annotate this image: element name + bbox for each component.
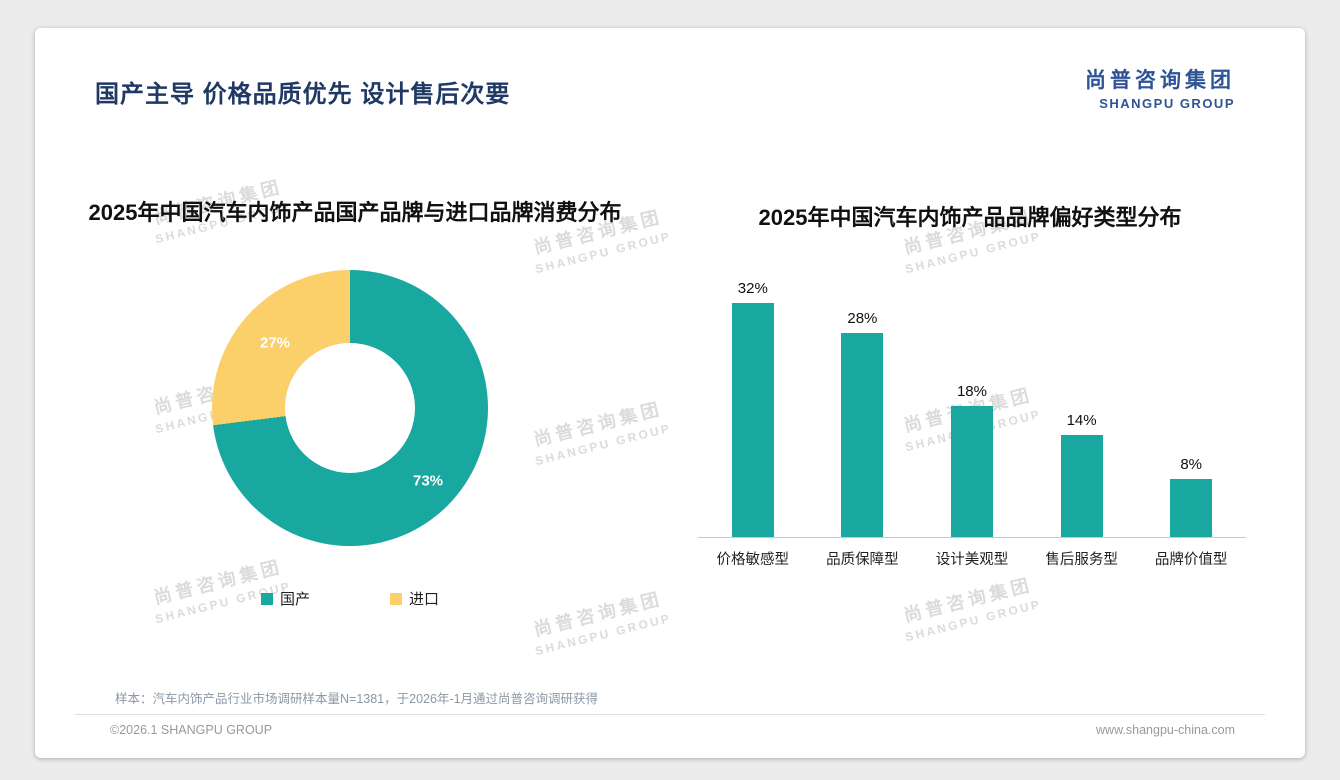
bar — [731, 303, 774, 537]
bar-value-label: 18% — [956, 383, 987, 400]
bar-category-label: 价格敏感型 — [716, 552, 790, 568]
sample-footnote: 样本：汽车内饰产品行业市场调研样本量N=1381，于2026年-1月通过尚普咨询… — [115, 692, 599, 706]
bar-categories: 价格敏感型 品质保障型 设计美观型 售后服务型 品牌价值型 — [698, 548, 1246, 569]
watermark-english: SHANGPU GROUP — [533, 228, 673, 277]
bar-value-label: 32% — [737, 280, 768, 297]
bar-plot: 32% 28% 18% 14% 8% — [698, 266, 1246, 538]
watermark-chinese: 尚普咨询集团 — [531, 398, 665, 450]
legend-item: 国产 — [260, 588, 310, 609]
bar-value-label: 14% — [1066, 412, 1097, 429]
watermark-english: SHANGPU GROUP — [533, 420, 673, 469]
donut-hole — [285, 343, 415, 473]
bar-column: 28% — [808, 310, 917, 537]
bar-value-label: 8% — [1180, 456, 1203, 473]
legend-item: 进口 — [390, 588, 439, 609]
bar-column: 18% — [917, 383, 1026, 537]
watermark-english: SHANGPU GROUP — [533, 610, 673, 659]
legend-swatch — [260, 592, 273, 605]
logo-english: SHANGPU GROUP — [1099, 96, 1235, 111]
bar-category-label: 售后服务型 — [1045, 552, 1118, 568]
footer-copyright: ©2026.1 SHANGPU GROUP — [110, 723, 273, 737]
footer-divider — [75, 714, 1265, 715]
bar — [1170, 479, 1213, 537]
legend-swatch — [390, 592, 402, 605]
bar-chart-title: 2025年中国汽车内饰产品品牌偏好类型分布 — [758, 205, 1182, 230]
bar-column: 32% — [698, 280, 807, 537]
logo-chinese: 尚普咨询集团 — [1085, 69, 1235, 92]
bar — [1060, 435, 1103, 537]
bar-category-label: 品牌价值型 — [1154, 552, 1228, 568]
legend-label: 国产 — [279, 591, 310, 608]
legend-label: 进口 — [409, 591, 440, 608]
slide-title: 国产主导 价格品质优先 设计售后次要 — [95, 81, 511, 108]
pie-legend: 国产 进口 — [172, 588, 528, 609]
bar — [950, 406, 993, 537]
bar-column: 8% — [1137, 456, 1246, 537]
donut-label-minor: 27% — [259, 334, 291, 352]
bar-column: 14% — [1027, 412, 1136, 537]
company-logo: 尚普咨询集团 SHANGPU GROUP — [1085, 64, 1235, 111]
footer-website: www.shangpu-china.com — [1096, 723, 1235, 737]
bar-category-label: 品质保障型 — [826, 552, 899, 568]
bar-category-label: 设计美观型 — [935, 552, 1009, 568]
slide-card: 尚普咨询集团 SHANGPU GROUP 尚普咨询集团 SHANGPU GROUP 尚普… — [35, 28, 1305, 758]
donut-chart: 73% 27% — [212, 270, 488, 546]
watermark-english: SHANGPU GROUP — [903, 596, 1043, 645]
watermark-chinese: 尚普咨询集团 — [901, 574, 1035, 626]
donut-label-major: 73% — [412, 472, 444, 490]
watermark-chinese: 尚普咨询集团 — [531, 588, 665, 640]
bar-value-label: 28% — [847, 310, 878, 327]
pie-chart-title: 2025年中国汽车内饰产品国产品牌与进口品牌消费分布 — [88, 200, 622, 225]
bar — [841, 333, 884, 537]
